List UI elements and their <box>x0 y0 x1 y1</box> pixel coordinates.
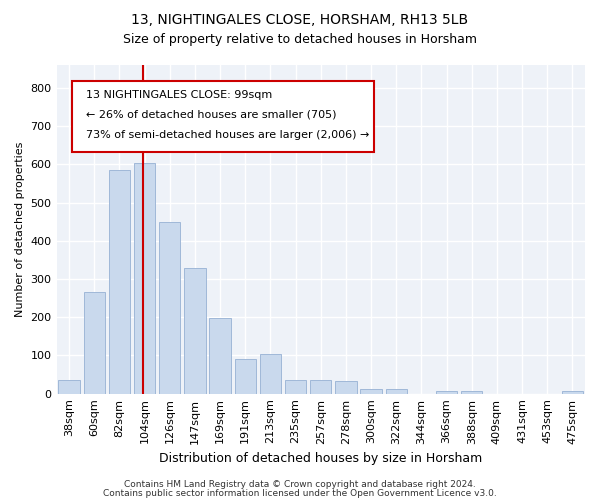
Text: 13, NIGHTINGALES CLOSE, HORSHAM, RH13 5LB: 13, NIGHTINGALES CLOSE, HORSHAM, RH13 5L… <box>131 12 469 26</box>
Text: ← 26% of detached houses are smaller (705): ← 26% of detached houses are smaller (70… <box>86 110 336 120</box>
Bar <box>159 222 181 394</box>
Bar <box>209 318 231 394</box>
Text: 13 NIGHTINGALES CLOSE: 99sqm: 13 NIGHTINGALES CLOSE: 99sqm <box>86 90 272 100</box>
Bar <box>562 390 583 394</box>
Bar <box>285 380 307 394</box>
Bar <box>260 354 281 394</box>
Text: Size of property relative to detached houses in Horsham: Size of property relative to detached ho… <box>123 32 477 46</box>
Text: Contains public sector information licensed under the Open Government Licence v3: Contains public sector information licen… <box>103 488 497 498</box>
Bar <box>109 170 130 394</box>
FancyBboxPatch shape <box>73 82 374 152</box>
Text: 73% of semi-detached houses are larger (2,006) →: 73% of semi-detached houses are larger (… <box>86 130 369 140</box>
Bar <box>134 163 155 394</box>
Bar <box>461 390 482 394</box>
Bar <box>386 388 407 394</box>
Bar <box>83 292 105 394</box>
Bar <box>235 360 256 394</box>
Bar <box>184 268 206 394</box>
Bar <box>361 388 382 394</box>
X-axis label: Distribution of detached houses by size in Horsham: Distribution of detached houses by size … <box>159 452 482 465</box>
Text: Contains HM Land Registry data © Crown copyright and database right 2024.: Contains HM Land Registry data © Crown c… <box>124 480 476 489</box>
Bar <box>335 382 356 394</box>
Y-axis label: Number of detached properties: Number of detached properties <box>15 142 25 317</box>
Bar <box>436 390 457 394</box>
Bar <box>58 380 80 394</box>
Bar <box>310 380 331 394</box>
